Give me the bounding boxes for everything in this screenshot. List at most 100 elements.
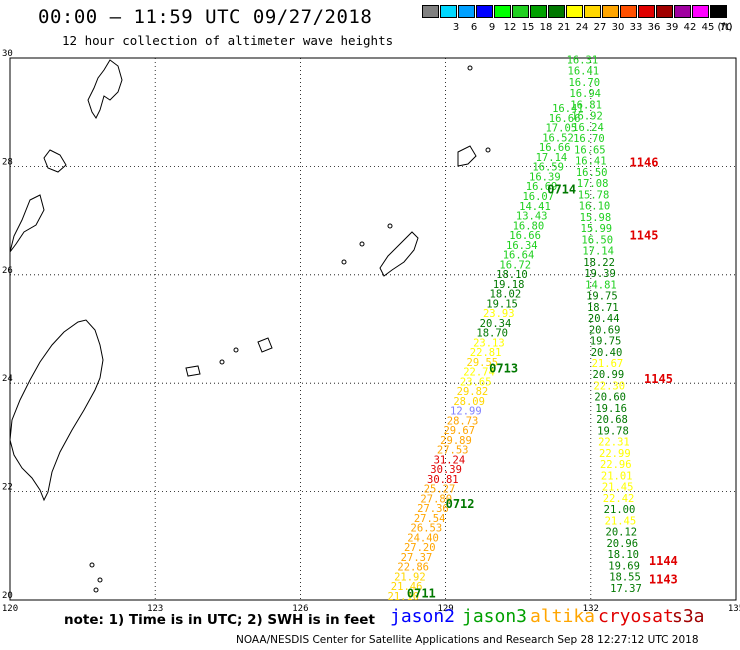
taiwan-coastline <box>9 319 104 502</box>
legend-swatch-label: 24 <box>575 22 589 33</box>
wave-height-value: 13.43 <box>516 211 548 223</box>
wave-height-value: 16.80 <box>513 220 545 232</box>
wave-height-value: 21.92 <box>394 571 426 583</box>
credit-line: NOAA/NESDIS Center for Satellite Applica… <box>236 634 699 646</box>
map-subtitle: 12 hour collection of altimeter wave hei… <box>62 33 394 48</box>
satellite-legend-jason3: jason3 <box>462 606 528 627</box>
legend-swatch <box>476 5 493 18</box>
pass-time-labels: 0713 0712 0711 0714 1146 1145 1145 1144 1143 <box>407 155 678 600</box>
legend-swatch <box>566 5 583 18</box>
legend-swatch <box>638 5 655 18</box>
wave-height-value: 20.69 <box>589 324 621 336</box>
legend-swatch <box>494 5 511 18</box>
wave-height-value: 16.66 <box>509 230 541 242</box>
wave-height-value: 16.31 <box>567 54 599 66</box>
island-dot <box>485 147 491 153</box>
wave-height-value: 29.55 <box>467 357 499 369</box>
y-tick-label: 22 <box>2 483 13 493</box>
wave-height-value: 14.81 <box>585 279 617 291</box>
y-tick-label: 20 <box>2 591 13 601</box>
wave-height-value: 23.65 <box>460 376 492 388</box>
x-tick-label: 120 <box>2 604 18 614</box>
wave-height-value: 26.53 <box>411 523 443 535</box>
wave-height-value: 29.89 <box>440 435 472 447</box>
legend-swatch <box>656 5 673 18</box>
wave-height-value: 16.59 <box>532 162 564 174</box>
x-tick-label: 126 <box>292 604 308 614</box>
island-dot <box>387 223 393 229</box>
pass-time-label: 0713 <box>489 361 518 375</box>
x-tick-label: 123 <box>147 604 163 614</box>
legend-swatch <box>458 5 475 18</box>
island-dot <box>97 577 103 583</box>
island-dot <box>233 347 239 353</box>
pass-time-label: 0714 <box>547 183 576 197</box>
wave-height-value: 21.00 <box>604 504 636 516</box>
wave-height-value: 27.54 <box>414 513 446 525</box>
wave-height-value: 31.24 <box>434 454 466 466</box>
wave-height-value: 17.14 <box>582 246 614 258</box>
wave-height-value: 16.41 <box>568 66 600 78</box>
wave-height-value: 18.70 <box>476 328 508 340</box>
legend-swatch <box>620 5 637 18</box>
wave-height-value: 17.08 <box>577 178 609 190</box>
wave-height-value: 30.39 <box>430 464 462 476</box>
wave-height-value: 17.37 <box>610 583 642 595</box>
wave-height-value: 17.05 <box>545 123 577 135</box>
wave-height-value: 27.36 <box>417 503 449 515</box>
legend-unit-label: (ft) <box>717 22 733 33</box>
x-tick-label: 132 <box>583 604 599 614</box>
wave-height-value: 19.75 <box>586 291 618 303</box>
pass-time-label: 0712 <box>446 497 475 511</box>
y-tick-label: 28 <box>2 157 13 167</box>
wave-height-value: 16.66 <box>539 142 571 154</box>
y-tick-label: 26 <box>2 266 13 276</box>
legend-swatch-label: 30 <box>611 22 625 33</box>
legend-swatch-label: 33 <box>629 22 643 33</box>
legend-swatch <box>602 5 619 18</box>
wave-height-value: 14.41 <box>519 201 551 213</box>
wave-height-value: 21.10 <box>388 591 420 603</box>
wave-height-value: 29.82 <box>457 386 489 398</box>
wave-height-value: 21.45 <box>605 515 637 527</box>
wave-height-value: 16.39 <box>529 171 561 183</box>
wave-height-value: 21.01 <box>601 470 633 482</box>
wave-height-value: 16.70 <box>568 77 600 89</box>
wave-height-value: 27.80 <box>420 493 452 505</box>
wave-height-value: 16.07 <box>522 191 554 203</box>
wave-height-value: 18.22 <box>583 257 615 269</box>
legend-swatch <box>548 5 565 18</box>
legend-swatch <box>440 5 457 18</box>
wave-height-value: 18.10 <box>496 269 528 281</box>
wave-height-value: 22.74 <box>463 367 495 379</box>
satellite-legend-s3a: s3a <box>672 606 705 627</box>
wave-height-value: 16.34 <box>506 240 538 252</box>
legend-swatch-label: 6 <box>470 22 478 33</box>
wave-height-value: 16.50 <box>576 167 608 179</box>
wave-height-value: 16.10 <box>579 201 611 213</box>
wave-height-value: 22.42 <box>603 493 635 505</box>
wave-height-value: 22.30 <box>593 380 625 392</box>
wave-height-value: 22.99 <box>599 448 631 460</box>
island-dot <box>219 359 225 365</box>
wave-height-value: 28.73 <box>447 415 479 427</box>
wave-height-value: 16.81 <box>570 99 602 111</box>
wave-height-value: 16.24 <box>572 122 604 134</box>
pass-time-label: 1144 <box>649 554 678 568</box>
wave-height-value: 17.14 <box>536 152 568 164</box>
legend-swatch-label: 3 <box>452 22 460 33</box>
wave-height-value: 29.67 <box>443 425 475 437</box>
wave-height-value: 15.98 <box>580 212 612 224</box>
wave-height-value: 16.41 <box>575 156 607 168</box>
legend-swatch-label: 21 <box>557 22 571 33</box>
wave-height-value: 27.37 <box>401 552 433 564</box>
pass-time-label: 1145 <box>644 372 673 386</box>
wave-height-value: 15.78 <box>578 189 610 201</box>
pass-time-label: 1145 <box>630 229 659 243</box>
legend-swatch-label: 70 <box>719 22 733 33</box>
island-dot <box>467 65 473 71</box>
wave-height-value: 20.44 <box>588 313 620 325</box>
satellite-legend-cryosat: cryosat <box>598 606 674 627</box>
legend-swatch-label: 12 <box>503 22 517 33</box>
